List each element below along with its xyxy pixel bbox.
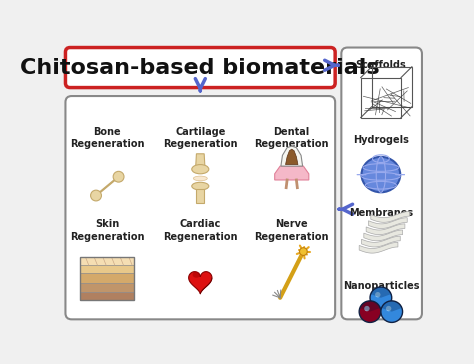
Polygon shape — [94, 174, 120, 198]
Circle shape — [300, 248, 307, 256]
Bar — [80, 273, 135, 283]
Polygon shape — [364, 230, 402, 241]
FancyBboxPatch shape — [65, 96, 335, 319]
Circle shape — [364, 306, 370, 311]
Text: Hydrogels: Hydrogels — [353, 135, 409, 145]
Bar — [80, 265, 135, 273]
Polygon shape — [285, 149, 298, 165]
Wedge shape — [382, 301, 402, 312]
Ellipse shape — [362, 157, 400, 192]
Ellipse shape — [192, 182, 209, 190]
Polygon shape — [189, 272, 212, 294]
Text: Membranes: Membranes — [349, 208, 413, 218]
Wedge shape — [371, 287, 391, 298]
Polygon shape — [281, 146, 302, 166]
Text: Nanoparticles: Nanoparticles — [343, 281, 419, 291]
FancyBboxPatch shape — [341, 48, 422, 319]
Ellipse shape — [193, 176, 207, 181]
Text: Nerve
Regeneration: Nerve Regeneration — [255, 219, 329, 242]
Circle shape — [359, 301, 381, 323]
FancyBboxPatch shape — [65, 48, 335, 88]
Polygon shape — [359, 242, 398, 253]
Text: Skin
Regeneration: Skin Regeneration — [70, 219, 145, 242]
Bar — [80, 257, 135, 300]
Text: Scaffolds: Scaffolds — [356, 60, 406, 70]
Polygon shape — [371, 211, 410, 222]
Bar — [80, 257, 135, 265]
Polygon shape — [196, 189, 204, 203]
Text: Dental
Regeneration: Dental Regeneration — [255, 127, 329, 149]
Polygon shape — [366, 224, 405, 235]
Text: Cartilage
Regeneration: Cartilage Regeneration — [163, 127, 237, 149]
Text: Chitosan-based biomaterials: Chitosan-based biomaterials — [20, 58, 380, 78]
Ellipse shape — [192, 165, 209, 174]
Polygon shape — [368, 218, 407, 229]
Circle shape — [386, 306, 392, 311]
Text: Cardiac
Regeneration: Cardiac Regeneration — [163, 219, 237, 242]
Bar — [80, 283, 135, 292]
Circle shape — [381, 301, 402, 323]
Circle shape — [375, 292, 381, 297]
Wedge shape — [360, 301, 380, 312]
Text: Bone
Regeneration: Bone Regeneration — [70, 127, 145, 149]
Bar — [80, 292, 135, 300]
Circle shape — [91, 190, 101, 201]
Polygon shape — [362, 236, 400, 247]
Ellipse shape — [192, 272, 201, 278]
Polygon shape — [275, 166, 309, 180]
Circle shape — [113, 171, 124, 182]
Polygon shape — [196, 154, 205, 168]
Circle shape — [370, 287, 392, 309]
